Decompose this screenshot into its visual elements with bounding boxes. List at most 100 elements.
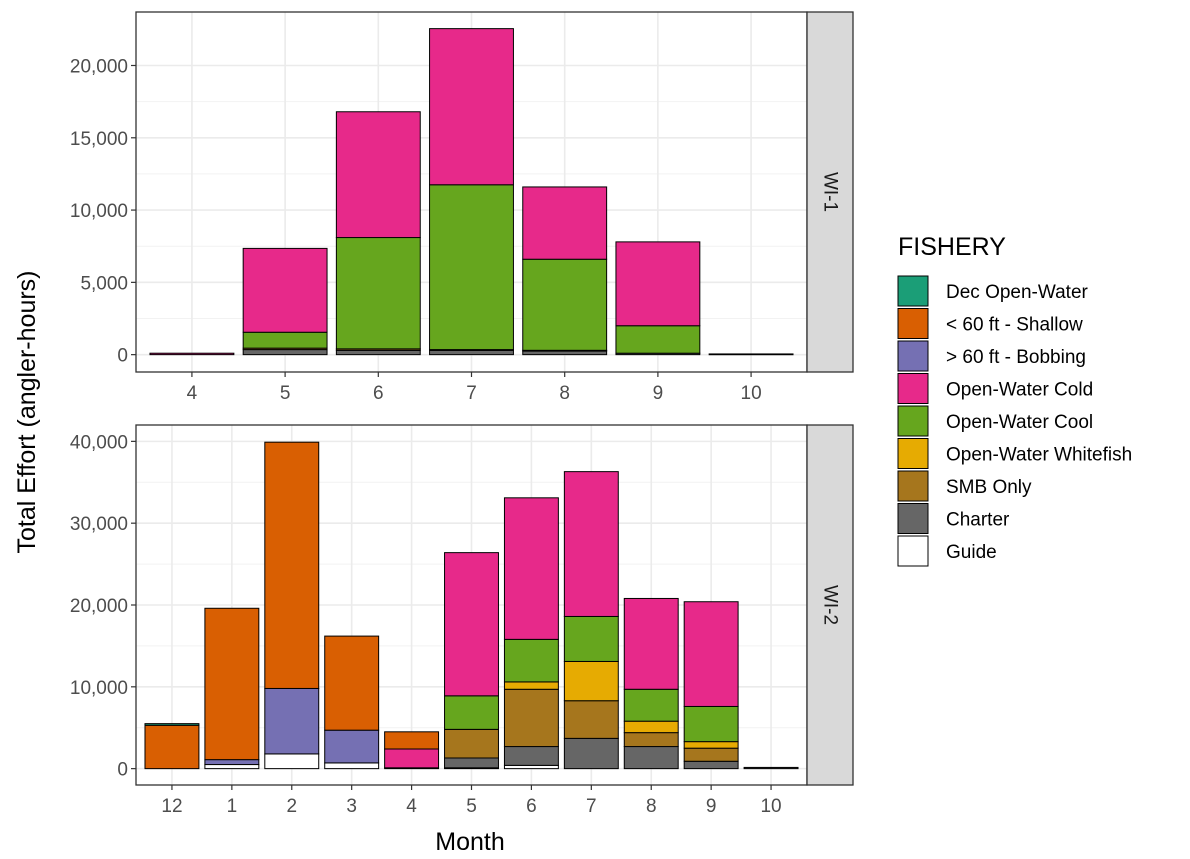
bar-segment-open-water-whitefish [563,660,619,702]
bar-segment-open-water-cold [429,28,514,186]
facet-strip-label: WI-2 [820,585,841,625]
x-tick-label: 5 [466,796,477,817]
bar-segment-open-water-cold [335,111,421,239]
bar-segment-open-water-cold [503,497,559,640]
x-tick-label: 8 [646,796,657,817]
bar-segment-60-ft-shallow [324,635,380,731]
bar-segment-open-water-cold [242,247,328,333]
legend-key-60-ft-shallow [897,308,929,339]
x-tick-label: 6 [526,796,537,817]
bar-segment-open-water-cool [429,184,514,351]
x-tick-label: 2 [286,796,297,817]
bar-segment-open-water-cold [708,353,794,356]
bar-segment-open-water-cold [444,552,499,697]
x-tick-label: 3 [346,796,357,817]
legend-key-open-water-cold [897,373,929,404]
bar-segment-60-ft-bobbing [264,687,320,755]
bar-segment-60-ft-bobbing [204,759,260,766]
x-tick-label: 6 [373,383,384,404]
bar-segment-60-ft-bobbing [324,729,380,764]
bar-segment-charter [563,737,619,770]
legend-label-open-water-whitefish: Open-Water Whitefish [946,445,1132,466]
bar-segment-open-water-cool [522,258,608,351]
bar-segment-open-water-cold [683,601,739,707]
legend-label-open-water-cool: Open-Water Cool [946,412,1093,433]
bar-segment-open-water-cool [623,688,679,722]
x-tick-label: 9 [653,383,664,404]
y-tick-label: 30,000 [70,514,128,535]
bar-segment-60-ft-shallow [144,724,200,770]
bar-segment-guide [264,753,320,770]
x-tick-label: 10 [741,383,762,404]
x-tick-label: 10 [760,796,781,817]
y-tick-label: 0 [117,346,128,367]
bar-segment-charter [429,349,514,356]
legend-title: FISHERY [898,233,1006,261]
legend-label-dec-open-water: Dec Open-Water [946,282,1089,303]
bar-segment-smb-only [563,700,619,739]
bar-segment-open-water-cold [384,748,440,769]
legend-key-open-water-cool [897,405,929,437]
bar-segment-smb-only [503,688,559,748]
bar-segment-open-water-cool [503,638,559,683]
facet-strip [806,424,854,786]
bar-segment-charter [444,757,499,769]
bar-segment-charter [335,349,421,356]
x-tick-label: 4 [406,796,417,817]
bar-segment-open-water-whitefish [623,720,679,734]
x-tick-label: 7 [586,796,597,817]
bar-segment-charter [743,766,799,770]
bar-segment-open-water-cool [683,705,739,743]
legend-key-dec-open-water [897,275,929,307]
panel-wi-1: WI-1 0 5,000 10,000 15,000 20,000 4 5 6 7 8 9 10 [70,11,854,404]
y-tick-label: 20,000 [70,596,128,617]
bar-segment-charter [623,746,679,770]
legend-key-smb-only [897,470,929,502]
legend-label-charter: Charter [946,510,1010,531]
bar-segment-60-ft-shallow [384,731,440,750]
facet-strip-label: WI-1 [820,172,841,212]
bar-segment-open-water-whitefish [683,741,739,749]
x-tick-label: 4 [187,383,198,404]
x-tick-label: 5 [280,383,291,404]
x-tick-label: 1 [227,796,238,817]
legend-key-charter [897,503,929,534]
bar-segment-dec-open-water [144,723,200,726]
bar-segment-open-water-cold [615,241,701,327]
y-tick-label: 20,000 [70,56,128,77]
y-tick-label: 5,000 [80,273,128,294]
legend-key-open-water-whitefish [897,438,929,469]
bar-segment-open-water-cool [563,615,619,662]
bar-segment-open-water-cool [615,325,701,354]
bar-segment-smb-only [623,732,679,748]
bar-segment-open-water-whitefish [503,681,559,690]
y-tick-label: 0 [117,760,128,781]
bar-segment-guide [324,762,380,770]
x-tick-label: 8 [559,383,570,404]
y-axis-title: Total Effort (angler-hours) [13,271,41,554]
y-tick-label: 10,000 [70,678,128,699]
bar-segment-smb-only [444,728,499,759]
x-tick-label: 7 [466,383,477,404]
legend-label-guide: Guide [946,542,997,563]
y-tick-label: 40,000 [70,432,128,453]
bar-segment-open-water-cool [444,695,499,730]
bar-segment-60-ft-shallow [204,607,260,761]
bar-segment-charter [503,746,559,766]
bar-segment-open-water-cool [242,331,328,349]
legend-label-smb-only: SMB Only [946,477,1032,498]
bar-segment-smb-only [683,747,739,762]
legend-label-60-ft-bobbing: > 60 ft - Bobbing [946,347,1086,368]
bar-segment-charter [242,349,328,356]
bar-segment-charter [683,760,739,770]
y-tick-label: 15,000 [70,129,128,150]
facet-strip [806,11,854,373]
legend-label-open-water-cold: Open-Water Cold [946,380,1093,401]
legend-label-60-ft-shallow: < 60 ft - Shallow [946,315,1083,336]
legend-key-guide [897,535,929,567]
bar-segment-open-water-cold [149,352,235,356]
x-tick-label: 9 [706,796,717,817]
bar-segment-open-water-cold [623,597,679,690]
